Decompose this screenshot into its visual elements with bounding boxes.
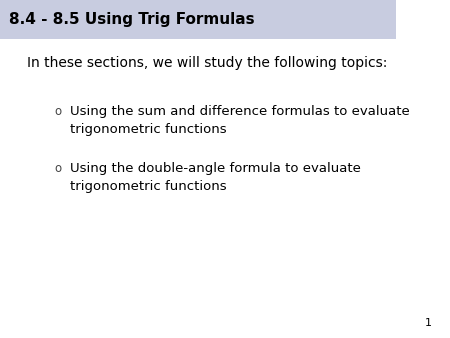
Text: 1: 1 [425,318,432,328]
Text: o: o [54,105,61,118]
Text: Using the double-angle formula to evaluate
trigonometric functions: Using the double-angle formula to evalua… [70,162,360,193]
Text: In these sections, we will study the following topics:: In these sections, we will study the fol… [27,56,387,70]
Bar [0,0,396,39]
Text: o: o [54,162,61,175]
Text: 8.4 - 8.5 Using Trig Formulas: 8.4 - 8.5 Using Trig Formulas [9,12,255,27]
Text: Using the sum and difference formulas to evaluate
trigonometric functions: Using the sum and difference formulas to… [70,105,410,136]
